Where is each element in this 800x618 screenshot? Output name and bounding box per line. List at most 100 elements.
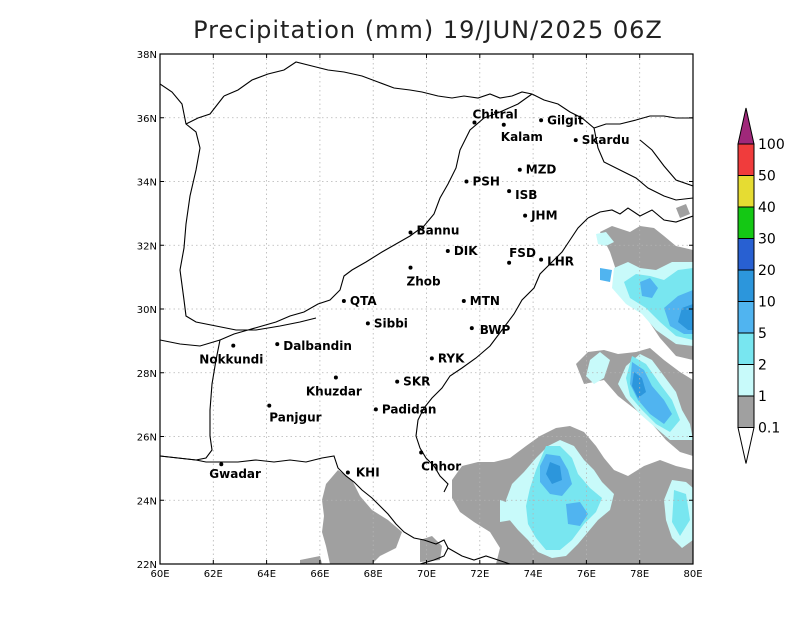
map-title: Precipitation (mm) 19/JUN/2025 06Z	[193, 16, 663, 44]
city-label: Bannu	[417, 224, 460, 238]
x-tick-label: 68E	[364, 569, 383, 580]
colorbar-label: 50	[758, 169, 776, 185]
precip-area-grey	[322, 470, 402, 564]
x-tick-label: 62E	[204, 569, 223, 580]
precip-area-1mm	[596, 232, 614, 246]
x-tick-label: 80E	[683, 569, 702, 580]
precip-area-10mm	[546, 462, 562, 484]
city-dot	[507, 189, 512, 194]
x-tick-label: 72E	[470, 569, 489, 580]
city-dot	[333, 375, 338, 380]
city-dot	[275, 342, 280, 347]
city-dot	[507, 260, 512, 265]
city-label: BWP	[480, 323, 511, 337]
x-tick-label: 70E	[417, 569, 436, 580]
y-tick-label: 28N	[137, 369, 157, 380]
city-dot	[461, 299, 466, 304]
city-markers: Chitral Gilgit Kalam Skardu MZD PSH ISB JHM Bann…	[199, 108, 629, 482]
y-tick-label: 24N	[137, 496, 157, 507]
x-tick-label: 78E	[630, 569, 649, 580]
city-dot	[429, 356, 434, 361]
city-dot	[231, 343, 236, 348]
city-label: RYK	[438, 351, 465, 365]
colorbar-label: 2	[758, 358, 767, 374]
city-label: LHR	[547, 255, 574, 269]
colorbar-box	[737, 364, 755, 397]
colorbar-label: 10	[758, 295, 776, 311]
city-dot	[501, 122, 506, 127]
city-label: Gilgit	[547, 113, 584, 127]
city-dot	[517, 167, 522, 172]
city-label: Dalbandin	[283, 339, 352, 353]
colorbar-label: 100	[758, 137, 785, 153]
colorbar-box	[737, 269, 755, 302]
city-label: Skardu	[582, 133, 630, 147]
city-dot	[395, 379, 400, 384]
city-dot	[408, 265, 413, 270]
y-tick-label: 36N	[137, 114, 157, 125]
city-dot	[219, 462, 224, 467]
city-label: QTA	[350, 294, 377, 308]
city-label: KHI	[356, 466, 380, 480]
city-label: Panjgur	[269, 411, 321, 425]
x-tick-label: 74E	[524, 569, 543, 580]
colorbar-box	[737, 395, 755, 428]
precip-area-2mm	[672, 490, 690, 536]
city-dot	[469, 326, 474, 331]
city-label: JHM	[530, 209, 557, 223]
y-tick-label: 34N	[137, 178, 157, 189]
y-tick-label: 38N	[137, 50, 157, 61]
city-label: Kalam	[501, 130, 543, 144]
x-tick-label: 76E	[577, 569, 596, 580]
x-tick-label: 66E	[310, 569, 329, 580]
city-dot	[267, 403, 272, 408]
colorbar-box	[737, 143, 755, 176]
city-label: Chitral	[472, 108, 517, 122]
colorbar-max-arrow	[737, 107, 755, 145]
city-label: Padidan	[382, 402, 437, 416]
city-dot	[539, 257, 544, 262]
axis-ticks: 60E 62E 64E 66E 68E 70E 72E 74E 76E 78E 80E 22N 24N 2…	[137, 50, 703, 580]
precip-area-grey	[420, 536, 442, 562]
city-label: SKR	[403, 375, 430, 389]
city-label: Zhob	[407, 275, 441, 289]
colorbar-box	[737, 301, 755, 334]
city-label: FSD	[509, 246, 536, 260]
city-label: Chhor	[421, 459, 461, 473]
city-label: MTN	[470, 294, 500, 308]
colorbar-label: 0.1	[758, 421, 780, 437]
precip-area-5mm	[600, 268, 612, 282]
colorbar-label: 5	[758, 326, 767, 342]
city-dot	[472, 120, 477, 125]
city-dot	[523, 213, 528, 218]
precip-area-1mm	[586, 352, 610, 384]
map-grid	[160, 54, 693, 564]
city-label: Khuzdar	[306, 385, 362, 399]
x-tick-label: 60E	[150, 569, 169, 580]
colorbar-box	[737, 332, 755, 365]
precip-area-5mm	[566, 502, 588, 526]
precip-area-grey	[300, 556, 322, 564]
colorbar: 100 50 40 30 20 10 5 2 1 0.1	[737, 107, 785, 464]
city-label: Gwadar	[209, 467, 261, 481]
city-dot	[408, 230, 413, 235]
y-tick-label: 30N	[137, 305, 157, 316]
colorbar-label: 20	[758, 263, 776, 279]
colorbar-box	[737, 206, 755, 239]
colorbar-label: 40	[758, 200, 776, 216]
city-dot	[373, 407, 378, 412]
colorbar-label: 1	[758, 389, 767, 405]
city-dot	[573, 138, 578, 143]
colorbar-label: 30	[758, 232, 776, 248]
city-dot	[341, 299, 346, 304]
city-label: Sibbi	[374, 316, 408, 330]
city-dot	[419, 450, 424, 455]
x-tick-label: 64E	[257, 569, 276, 580]
colorbar-box	[737, 175, 755, 208]
country-borders	[160, 61, 693, 564]
precip-area-5mm	[640, 278, 658, 298]
city-label: Nokkundi	[199, 353, 263, 367]
precip-area-grey	[676, 204, 690, 218]
colorbar-box	[737, 238, 755, 271]
